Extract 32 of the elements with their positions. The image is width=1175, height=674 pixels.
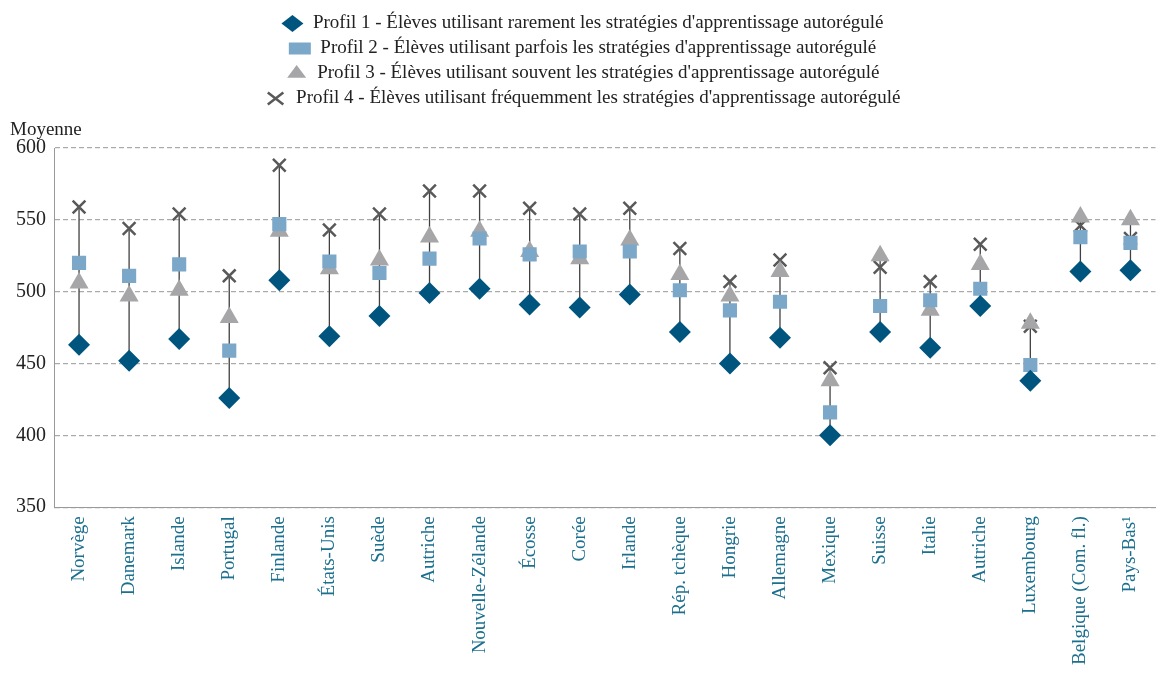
x-tick-label: Belgique (Com. fl.)	[1068, 516, 1091, 665]
x-tick-label: Nouvelle-Zélande	[467, 516, 489, 654]
x-tick-label: Rép. tchèque	[667, 516, 689, 616]
x-tick-label: Suède	[367, 516, 389, 563]
legend-label: Profil 4 - Élèves utilisant fréquemment les stratégies d'apprentissage autorégulé	[296, 86, 901, 108]
x-tick-label: Finlande	[267, 516, 289, 583]
legend-label: Profil 2 - Élèves utilisant parfois les stratégies d'apprentissage autorégulé	[320, 36, 877, 58]
x-tick-label: Irlande	[617, 516, 639, 570]
x-tick-label: Écosse	[517, 516, 539, 569]
x-tick-label: Danemark	[117, 515, 139, 596]
y-axis-title: Moyenne	[10, 118, 82, 140]
x-tick-label: Suisse	[868, 516, 890, 565]
x-tick-label: États-Unis	[317, 516, 339, 597]
x-tick-label: Autriche	[968, 516, 990, 583]
y-tick-label: 550	[16, 207, 46, 230]
legend-label: Profil 1 - Élèves utilisant rarement les stratégies d'apprentissage autorégulé	[312, 11, 884, 33]
x-tick-label: Portugal	[217, 516, 239, 581]
x-tick-label: Corée	[567, 516, 589, 562]
y-tick-label: 450	[16, 350, 46, 373]
x-tick-label: Luxembourg	[1018, 515, 1040, 614]
x-tick-label: Allemagne	[767, 516, 789, 600]
x-tick-label: Norvège	[67, 516, 89, 582]
y-tick-label: 500	[16, 278, 46, 301]
x-tick-label: Hongrie	[717, 516, 739, 579]
legend-label: Profil 3 - Élèves utilisant souvent les stratégies d'apprentissage autorégulé	[317, 61, 880, 83]
x-tick-label: Islande	[167, 516, 189, 572]
y-tick-label: 350	[16, 494, 46, 517]
x-tick-label: Autriche	[417, 516, 439, 583]
x-tick-label: Mexique	[818, 516, 840, 584]
x-tick-label: Italie	[918, 516, 940, 556]
y-tick-label: 400	[16, 422, 46, 445]
x-tick-label: Pays-Bas¹	[1118, 515, 1140, 593]
